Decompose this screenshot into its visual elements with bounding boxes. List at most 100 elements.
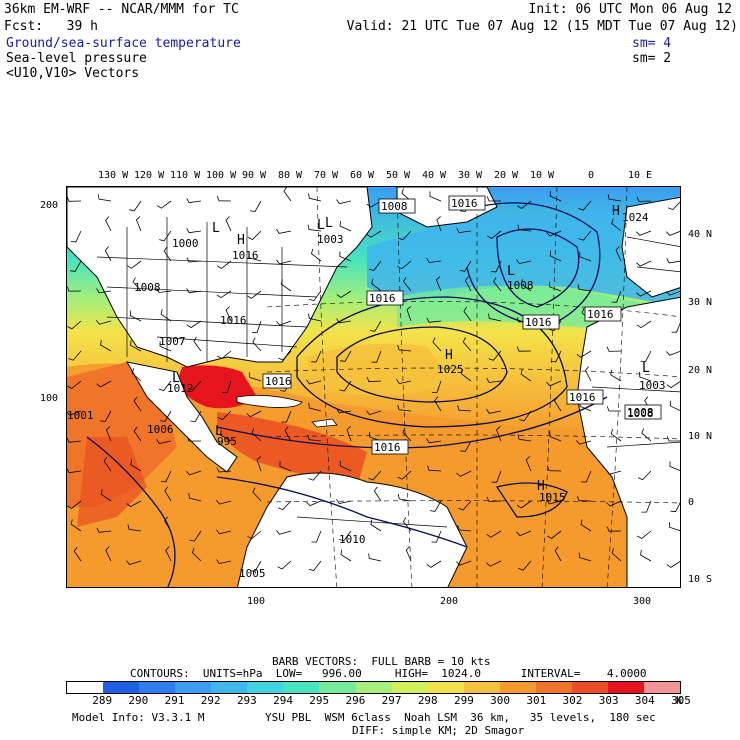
pressure-label: 1025 (437, 363, 464, 376)
wind-barb (252, 487, 262, 502)
wind-barb (525, 456, 532, 472)
longitude-label: 60 W (350, 170, 375, 181)
wind-barb (308, 470, 322, 481)
colorbar-swatch (355, 682, 392, 693)
wind-barb (397, 404, 412, 412)
wind-barb (554, 396, 562, 412)
wind-barb (186, 320, 202, 329)
longitude-label: 50 W (386, 170, 411, 181)
pressure-label: 1000 (172, 237, 199, 250)
wind-barb (67, 320, 82, 330)
wind-barb (610, 428, 622, 442)
pressure-label-box: 1016 (369, 292, 396, 305)
wind-barb (460, 368, 472, 382)
colorbar-tick-label: 295 (309, 694, 330, 707)
lat-lon-grid (266, 187, 680, 587)
wind-barb (132, 277, 142, 292)
colorbar-tick-label: 297 (381, 694, 402, 707)
wind-barb (611, 290, 622, 303)
wind-barb (277, 500, 292, 511)
colorbar-swatch (103, 682, 140, 693)
wind-barb (610, 369, 622, 382)
wind-barb (339, 251, 352, 262)
pressure-label-box: 1008 (627, 406, 654, 419)
wind-barb (581, 470, 592, 483)
wind-barb (186, 470, 202, 476)
wind-barb (549, 250, 562, 262)
pressure-centers: L H L L H L L H H L L (172, 204, 650, 494)
colorbar-tick-label: 294 (273, 694, 293, 707)
field-wind-label: <U10,V10> Vectors (6, 66, 140, 81)
wind-barb (104, 246, 112, 262)
wind-barb (129, 310, 142, 322)
wind-barb (130, 459, 142, 472)
wind-barb (366, 230, 382, 238)
wind-barb (100, 340, 112, 352)
wind-barb (252, 320, 262, 333)
longitude-label: 10 E (628, 170, 653, 181)
wind-barb (135, 216, 142, 232)
wind-barb (547, 530, 562, 539)
wind-barb (546, 230, 562, 237)
wind-barb (517, 200, 532, 209)
wind-barb (402, 427, 412, 442)
wind-barb (397, 344, 412, 352)
pressure-label-box: 1016 (587, 308, 614, 321)
wind-barb (398, 230, 412, 241)
wind-barb (435, 276, 442, 292)
north-america-land (67, 187, 373, 368)
wind-barb (336, 499, 352, 504)
wind-barb (67, 437, 82, 443)
wind-barb (276, 320, 292, 326)
wind-barb (276, 259, 292, 265)
wind-barb (190, 410, 202, 423)
wind-barb (636, 230, 652, 236)
wind-barb (67, 286, 82, 292)
colorbar-tick-label: 289 (92, 694, 113, 707)
valid-time: Valid: 21 UTC Tue 07 Aug 12 (15 MDT Tue … (346, 19, 738, 34)
grid-tick-bottom-200: 200 (440, 596, 459, 607)
wind-barb (607, 194, 622, 202)
grid-tick-bottom-300: 300 (633, 596, 652, 607)
wind-barb (186, 198, 202, 204)
wind-barb (427, 465, 442, 472)
wind-barb (431, 530, 442, 543)
pressure-label: 1024 (622, 211, 649, 224)
wind-barb (405, 546, 412, 562)
center-marker: L (212, 221, 220, 236)
wind-barb (307, 434, 322, 442)
model-info: Model Info: V3.3.1 M (72, 711, 205, 724)
longitude-label: 130 W (98, 170, 129, 181)
wind-barb (311, 530, 322, 543)
wind-barb (97, 194, 112, 202)
colorbar-tick-label: 301 (526, 694, 547, 707)
colorbar-tick-label: 302 (562, 694, 583, 707)
wind-barb (516, 259, 532, 265)
wind-barb (225, 306, 232, 322)
wind-barb (546, 380, 562, 387)
wind-barb (368, 553, 382, 562)
wind-barb (490, 260, 502, 273)
wind-barb (576, 439, 592, 445)
wind-barb (517, 224, 532, 232)
colorbar-swatch (607, 682, 644, 693)
wind-barb (338, 530, 352, 542)
wind-barb (70, 260, 82, 272)
wind-barb (432, 380, 442, 393)
pressure-label: 1008 (134, 281, 161, 294)
wind-barb (336, 408, 352, 414)
latitude-label: 10 N (688, 431, 713, 442)
wind-barb (578, 230, 592, 241)
wind-barb (666, 230, 680, 236)
latitude-label: 30 N (688, 297, 713, 308)
wind-barb (67, 410, 82, 416)
wind-barb (73, 546, 82, 562)
wind-barb (193, 336, 202, 352)
wind-barb (276, 228, 292, 234)
wind-barb (549, 281, 562, 292)
wind-barb (615, 246, 622, 262)
center-marker: L (317, 218, 325, 233)
wind-barb (222, 380, 232, 394)
wind-barb (426, 317, 442, 323)
colorbar-tick-label: 305 (671, 694, 691, 707)
